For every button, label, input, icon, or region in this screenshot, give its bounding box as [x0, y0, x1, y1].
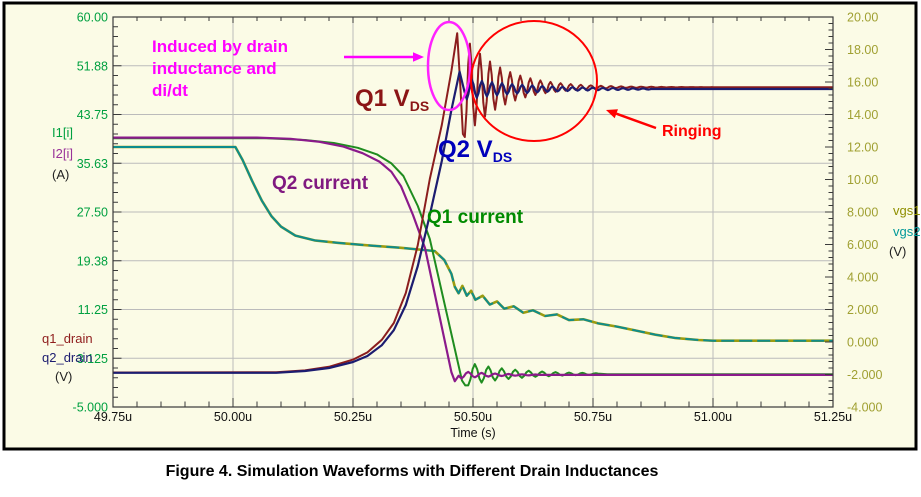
series-vgs2 [113, 146, 315, 242]
series-vgs2-dashed [314, 239, 833, 342]
series-layer [112, 32, 833, 387]
legend-q1drain: q1_drain [42, 331, 93, 346]
right-axis-tick-label: 4.000 [847, 271, 878, 285]
right-axis-tick-label: 6.000 [847, 238, 878, 252]
left-axis-tick-label: 11.25 [78, 303, 108, 317]
ringing-arrow-head [606, 109, 618, 119]
right-axis-tick-label: 12.00 [847, 141, 878, 155]
legend-layer: I1[i] I2[i] (A) q1_drain q2_drain (V) vgs1 vgs2… [42, 125, 920, 384]
series-q2drain [113, 70, 833, 374]
left-axis-tick-label: 43.75 [77, 108, 108, 122]
q1-current-label: Q1 current [427, 207, 524, 228]
right-axis-tick-label: 0.000 [847, 336, 878, 350]
left-axis-tick-label: 3.125 [77, 352, 108, 366]
right-axis-tick-label: -2.000 [847, 368, 882, 382]
right-axis-tick-label: 18.00 [847, 43, 878, 57]
x-axis-tick-label: 51.25u [814, 410, 852, 424]
x-axis-title: Time (s) [450, 426, 495, 440]
induced-arrow-head [413, 52, 424, 62]
right-axis-tick-label: 16.00 [847, 76, 878, 90]
induced-note: Induced by drain inductance and di/dt [152, 37, 288, 100]
legend-v: (V) [889, 244, 906, 259]
series-i2i [113, 136, 833, 383]
left-axis-tick-label: 51.88 [77, 59, 108, 73]
overshoot-ellipse [426, 20, 472, 112]
legend-vgs2: vgs2 [893, 224, 920, 239]
legend-vgs1: vgs1 [893, 203, 920, 218]
ringing-arrow [615, 112, 657, 130]
right-axis-tick-label: 2.000 [847, 303, 878, 317]
x-axis-tick-label: 49.75u [94, 410, 132, 424]
legend-q2drain: q2_drain [42, 350, 93, 365]
x-axis-tick-label: 50.00u [214, 410, 252, 424]
x-axis-tick-label: 51.00u [694, 410, 732, 424]
x-axis-tick-label: 50.75u [574, 410, 612, 424]
q2-current-label: Q2 current [272, 173, 369, 194]
axis-label-layer: 60.00 51.88 43.75 35.63 27.50 19.38 11.25 3.125… [73, 11, 883, 441]
right-axis-tick-label: 8.000 [847, 206, 878, 220]
q2-vds-label: Q2 VDS [438, 136, 512, 165]
right-axis-tick-label: -4.000 [847, 401, 882, 415]
right-axis-tick-label: 10.00 [847, 173, 878, 187]
ringing-ellipse [470, 20, 598, 142]
right-axis-tick-label: 20.00 [847, 11, 878, 25]
left-axis-tick-label: 35.63 [77, 157, 108, 171]
right-axis-tick-label: 14.00 [847, 108, 878, 122]
tick-layer [112, 16, 834, 408]
legend-a: (A) [52, 167, 69, 182]
left-axis-tick-label: 27.50 [77, 206, 108, 220]
left-axis-tick-label: 19.38 [77, 254, 108, 268]
legend-i2i: I2[i] [52, 146, 73, 161]
ringing-label: Ringing [662, 123, 722, 140]
legend-v: (V) [55, 369, 72, 384]
plot-frame [112, 16, 834, 408]
x-axis-tick-label: 50.50u [454, 410, 492, 424]
left-axis-tick-label: -5.000 [73, 401, 108, 415]
figure-caption: Figure 4. Simulation Waveforms with Diff… [166, 463, 659, 480]
annotation-layer: Induced by drain inductance and di/dt Ringi… [152, 20, 722, 228]
legend-i1i: I1[i] [52, 125, 73, 140]
x-axis-tick-label: 50.25u [334, 410, 372, 424]
series-q1drain [112, 32, 833, 374]
left-axis-tick-label: 60.00 [77, 11, 108, 25]
